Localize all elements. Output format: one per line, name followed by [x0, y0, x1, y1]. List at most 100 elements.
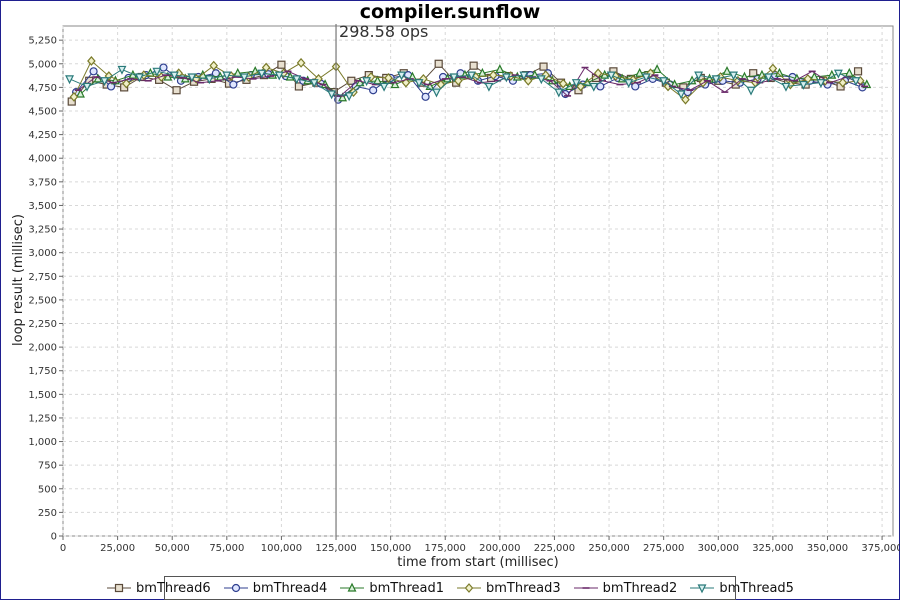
data-point: [355, 77, 365, 87]
series-bmThread5: [65, 65, 861, 102]
legend-marker: [697, 584, 707, 594]
data-point: [379, 82, 389, 92]
data-point: [69, 91, 79, 102]
data-point: [172, 86, 181, 95]
legend-swatch: [690, 584, 715, 594]
y-tick-label: 3,500: [28, 201, 57, 212]
y-tick-label: 2,000: [28, 343, 57, 354]
y-tick-label: 4,750: [28, 83, 57, 94]
data-point: [432, 88, 441, 98]
data-point: [659, 77, 669, 87]
series-layer: [65, 56, 872, 106]
data-point: [523, 75, 533, 86]
legend-item: bmThread4: [223, 581, 327, 596]
x-tick-label: 175,000: [425, 543, 466, 554]
legend-item: bmThread1: [339, 581, 444, 596]
data-point: [838, 77, 848, 88]
annotation-label: 298.58 ops: [339, 22, 428, 41]
x-tick-label: 325,000: [752, 543, 793, 554]
data-point: [397, 71, 407, 81]
legend-label: bmThread1: [369, 580, 444, 596]
legend-marker: [347, 582, 357, 592]
y-tick-label: 2,250: [28, 319, 57, 330]
data-point: [261, 62, 271, 73]
data-point: [749, 69, 758, 78]
data-point: [596, 82, 605, 91]
x-tick-label: 25,000: [100, 543, 135, 554]
y-tick-label: 0: [51, 532, 57, 543]
legend-swatch: [340, 582, 365, 592]
data-point: [536, 75, 546, 85]
data-point: [76, 88, 85, 98]
data-point: [694, 71, 704, 81]
data-point: [294, 82, 303, 91]
data-point: [768, 63, 778, 74]
data-point: [209, 60, 219, 71]
data-point: [711, 75, 721, 85]
legend-swatch: [107, 583, 132, 593]
data-point: [169, 71, 179, 81]
data-point: [722, 65, 732, 75]
data-point: [384, 73, 393, 83]
legend-label: bmThread3: [486, 580, 561, 596]
data-point: [122, 78, 131, 89]
data-point: [635, 67, 645, 77]
data-point: [89, 67, 98, 76]
data-point: [558, 78, 568, 89]
data-point: [539, 62, 548, 71]
data-point: [82, 82, 92, 92]
data-point: [421, 92, 430, 101]
y-tick-label: 250: [38, 508, 57, 519]
plot-border: [62, 25, 894, 537]
data-point: [676, 90, 686, 100]
series-line: [69, 68, 857, 97]
x-tick-label: 300,000: [698, 543, 739, 554]
data-point: [344, 92, 354, 102]
annotation-layer: 298.58 ops: [335, 22, 428, 536]
x-tick-label: 75,000: [209, 543, 244, 554]
data-point: [746, 86, 756, 96]
data-point: [454, 75, 463, 86]
data-point: [798, 80, 808, 90]
legend: bmThread6 bmThread4 bmThread1 bmThread3 bmTh…: [107, 576, 794, 600]
data-point: [239, 73, 249, 83]
y-tick-label: 2,750: [28, 272, 57, 283]
data-point: [65, 75, 75, 85]
legend-swatch: [223, 583, 248, 593]
data-point: [274, 71, 284, 81]
y-axis-ticks: 0 250 500 750 1,000 1,250 1,500 1,750 2,000 2,250…: [28, 36, 63, 543]
legend-swatch: [457, 583, 481, 593]
data-point: [327, 90, 337, 100]
legend-marker: [114, 583, 124, 593]
data-point: [466, 71, 476, 81]
data-point: [571, 79, 581, 89]
legend-label: bmThread5: [719, 580, 794, 596]
data-point: [87, 56, 96, 66]
data-point: [681, 94, 690, 105]
data-point: [414, 79, 424, 89]
data-point: [292, 75, 302, 85]
data-point: [159, 63, 168, 72]
data-point: [501, 73, 511, 83]
data-point: [362, 77, 372, 87]
y-tick-label: 3,750: [28, 177, 57, 188]
data-point: [519, 71, 529, 81]
data-point: [229, 80, 238, 89]
gridlines: [62, 26, 893, 537]
y-tick-label: 2,500: [28, 295, 57, 306]
x-axis-ticks: 0 25,000 50,000 75,000 100,000 125,000 150,000…: [60, 536, 900, 554]
legend-item: bmThread2: [573, 581, 677, 596]
data-point: [803, 73, 813, 84]
x-tick-label: 125,000: [315, 543, 356, 554]
y-tick-label: 1,250: [28, 413, 57, 424]
y-tick-label: 3,000: [28, 248, 57, 259]
legend-item: bmThread3: [456, 581, 561, 596]
data-point: [816, 79, 826, 89]
legend-label: bmThread6: [136, 580, 211, 596]
y-tick-label: 1,000: [28, 437, 57, 448]
data-point: [449, 73, 459, 83]
x-tick-label: 275,000: [643, 543, 684, 554]
data-point: [851, 77, 861, 87]
x-tick-label: 150,000: [370, 543, 411, 554]
